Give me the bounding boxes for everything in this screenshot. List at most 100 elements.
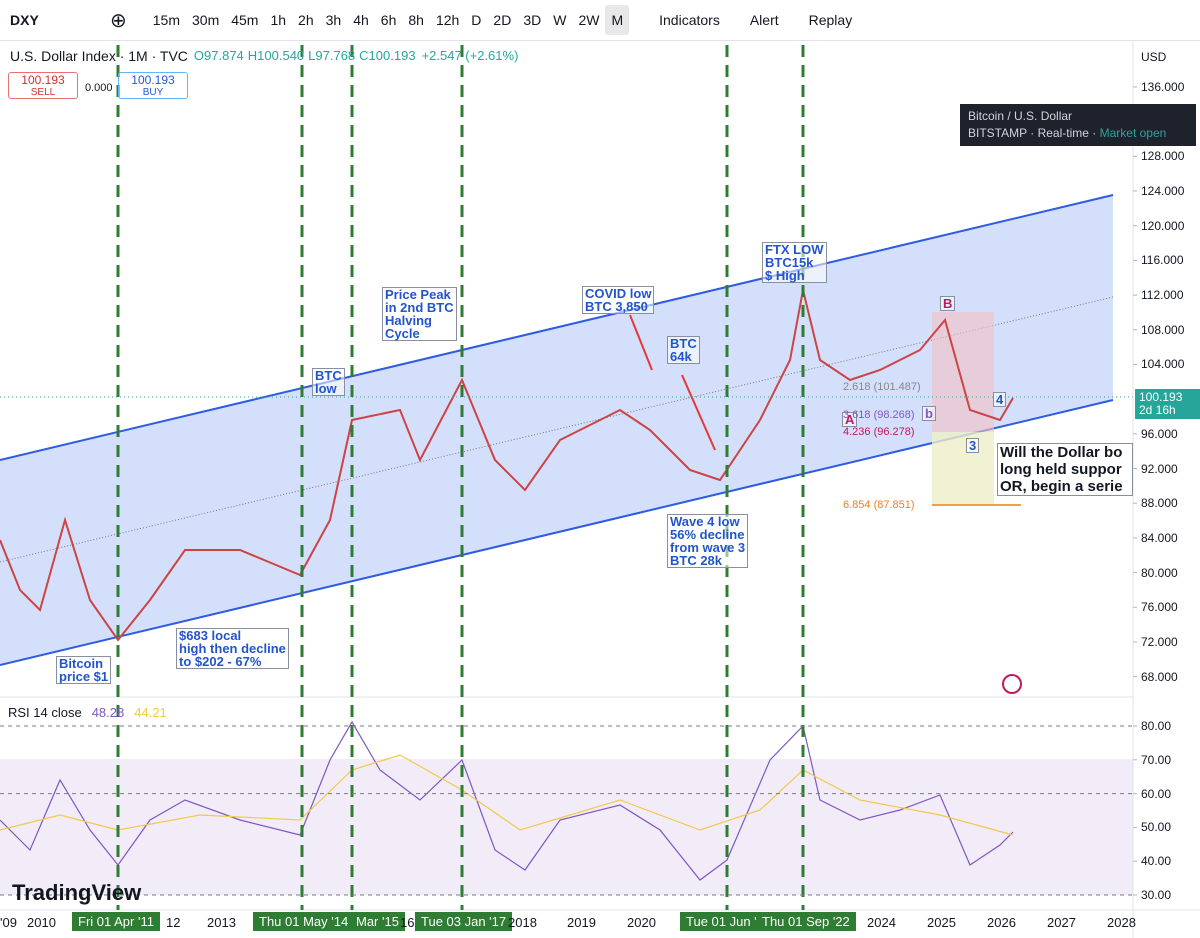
rsi-value: 48.28 [91, 705, 125, 720]
rsi-label: RSI 14 close [8, 705, 82, 720]
brand[interactable]: TradingView [12, 880, 141, 906]
interval[interactable]: 15m [152, 12, 180, 28]
price-line [0, 289, 1014, 642]
annotation: BTC low [312, 368, 345, 396]
interval[interactable]: D [471, 12, 482, 28]
time-label: Tue 03 Jan '17 [415, 912, 513, 931]
buy[interactable]: 100.193 BUY [118, 72, 188, 99]
time-label: 2025 [927, 915, 956, 930]
annotation: Wave 4 low 56% decline from wave 3 BTC 2… [667, 514, 749, 568]
alert[interactable]: Alert [749, 12, 779, 28]
currency[interactable]: USD [1141, 50, 1167, 64]
ohlc-value: H100.540 [247, 48, 305, 63]
legend-title: U.S. Dollar Index · 1M · TVC [10, 48, 188, 64]
y-tick-label: 92.000 [1141, 461, 1178, 476]
rsi-tick-label: 70.00 [1141, 752, 1172, 767]
countdown: 2d 16h [1139, 403, 1176, 417]
interval[interactable]: 45m [231, 12, 259, 28]
y-tick-label: 84.000 [1141, 530, 1178, 545]
annotation: Will the Dollar bo long held suppor OR, … [997, 443, 1133, 496]
y-tick-label: 136.000 [1141, 79, 1185, 94]
interval[interactable]: 4h [353, 12, 369, 28]
y-tick-label: 120.000 [1141, 218, 1185, 233]
time-label: 2019 [567, 915, 596, 930]
tooltip-title: Bitcoin / U.S. Dollar [968, 109, 1073, 123]
annotation: Price Peak in 2nd BTC Halving Cycle [382, 287, 457, 341]
y-tick-label: 116.000 [1141, 253, 1184, 268]
annotation: Bitcoin price $1 [56, 656, 112, 684]
wave-label: 3 [966, 438, 980, 453]
indicators[interactable]: Indicators [659, 12, 720, 28]
icon[interactable] [1002, 674, 1022, 694]
y-tick-label: 128.000 [1141, 149, 1185, 164]
annotation: FTX LOW BTC15k $ High [762, 242, 827, 283]
y-tick-label: 104.000 [1141, 357, 1185, 372]
ohlc-value: L97.768 [308, 48, 356, 63]
time-label: 2010 [27, 915, 56, 930]
time-label: Mar '15 [350, 912, 405, 931]
annotation: COVID low BTC 3,850 [582, 286, 655, 314]
last-price: 100.193 2d 16h [1135, 389, 1200, 419]
interval[interactable]: 1h [270, 12, 287, 28]
time-label: 2018 [508, 915, 537, 930]
rsi-band [0, 759, 1133, 895]
rsi-ma [0, 754, 1014, 836]
tooltip-feed: Real-time [1037, 126, 1089, 140]
wave-label: A [842, 412, 858, 427]
y-tick-label: 112.000 [1141, 288, 1184, 303]
sell-price: 100.193 [21, 73, 65, 87]
annotation: BTC 64k [667, 336, 700, 364]
buy-price: 100.193 [131, 73, 175, 87]
sell[interactable]: 100.193 SELL [8, 72, 78, 99]
sell-label: SELL [30, 87, 56, 98]
cycle-lines [116, 45, 805, 910]
interval[interactable]: 8h [408, 12, 424, 28]
interval[interactable]: W [553, 12, 567, 28]
rsi-tick-label: 50.00 [1141, 820, 1172, 835]
y-tick-label: 124.000 [1141, 184, 1185, 198]
ohlc: O97.874 H100.540 L97.768 C100.193 [194, 48, 416, 64]
time-label: 2027 [1047, 915, 1076, 930]
interval[interactable]: 3h [325, 12, 342, 28]
time-label: Fri 01 Apr '11 [72, 912, 160, 931]
interval[interactable]: 6h [380, 12, 397, 28]
wave-label: B [940, 296, 956, 311]
interval[interactable]: 30m [192, 12, 220, 28]
interval[interactable]: 12h [435, 12, 460, 28]
fib-label: 6.854 (87.851) [843, 499, 915, 511]
annotation: $683 local high then decline to $202 - 6… [176, 628, 289, 669]
interval[interactable]: M [605, 5, 630, 35]
time-label: Thu 01 Sep '22 [756, 912, 856, 931]
y-tick-label: 108.000 [1141, 322, 1185, 337]
interval[interactable]: 2h [298, 12, 314, 28]
change: +2.547 (+2.61%) [421, 48, 519, 63]
rsi-line [0, 720, 1014, 881]
rsi-tick-label: 80.00 [1141, 719, 1172, 733]
wave-label: b [922, 406, 936, 421]
interval[interactable]: 3D [523, 12, 542, 28]
toolbar: DXY ⊕ 15m 30m 45m 1h 2h 3h 4h 6h 8h 12h D 2D 3D W 2W M … [0, 0, 1200, 41]
time-label: 2024 [867, 915, 896, 930]
time-label: 12 [166, 915, 181, 930]
intervals: 15m 30m 45m 1h 2h 3h 4h 6h 8h 12h D 2D 3D W 2W M [147, 5, 630, 35]
legend: U.S. Dollar Index · 1M · TVC O97.874 H100… [10, 48, 518, 64]
add[interactable]: ⊕ [110, 9, 127, 32]
symbol[interactable]: DXY [10, 12, 39, 28]
fib-label: 4.236 (96.278) [843, 426, 915, 438]
interval[interactable]: 2W [578, 12, 600, 28]
time-label: 2013 [207, 915, 236, 930]
y-tick-label: 72.000 [1141, 634, 1178, 649]
fib-label: 2.618 (101.487) [843, 381, 921, 393]
tooltip: Bitcoin / U.S. Dollar BITSTAMP · Real-ti… [960, 104, 1196, 146]
time-label: 2028 [1107, 915, 1136, 930]
buy-label: BUY [142, 87, 164, 98]
interval[interactable]: 2D [493, 12, 512, 28]
replay[interactable]: Replay [808, 12, 853, 28]
arrow [629, 314, 653, 371]
rsi-tick-label: 40.00 [1141, 854, 1172, 869]
time-label: '09 [0, 915, 17, 930]
tooltip-exchange: BITSTAMP [968, 126, 1027, 140]
time-label: 16 [400, 915, 415, 930]
